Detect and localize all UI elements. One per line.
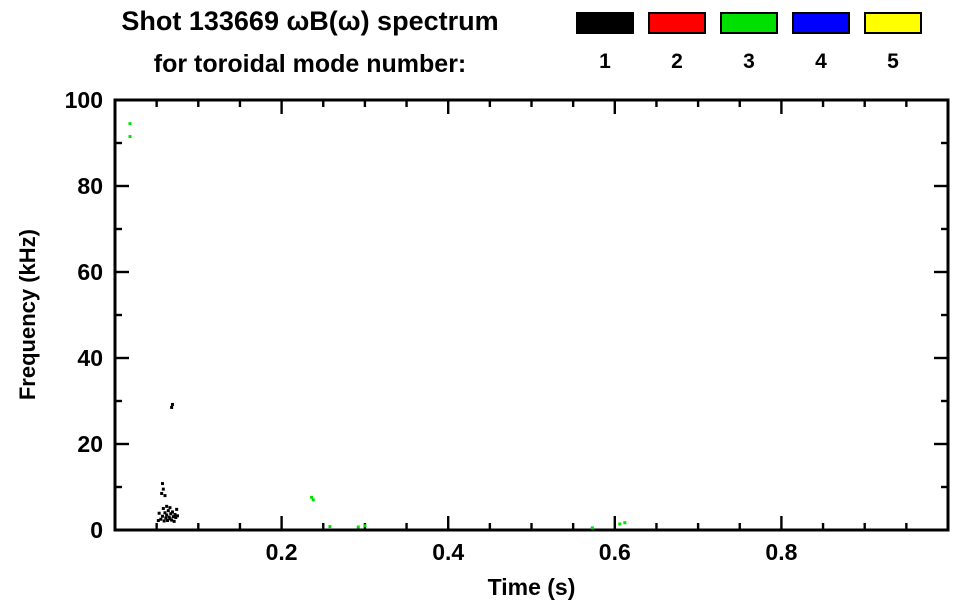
data-point-n1 <box>170 510 174 514</box>
legend-swatch-mode-3 <box>720 12 778 34</box>
data-point-n1 <box>175 507 179 511</box>
y-tick-label: 100 <box>65 87 103 113</box>
plot-frame <box>113 98 950 532</box>
data-point-n1 <box>170 405 174 409</box>
data-point-n1 <box>161 487 165 491</box>
legend-swatch-mode-4 <box>792 12 850 34</box>
y-tick-label: 40 <box>77 345 103 371</box>
legend-item-mode-5: 5 <box>864 12 922 74</box>
data-point-n1 <box>169 512 173 516</box>
data-point-n1 <box>168 517 172 521</box>
data-point-n1 <box>166 509 170 513</box>
data-point-n1 <box>168 506 172 510</box>
legend-swatch-mode-5 <box>864 12 922 34</box>
legend-item-mode-1: 1 <box>576 12 634 74</box>
data-point-n1 <box>173 513 177 517</box>
data-point-n1 <box>174 516 178 520</box>
legend-swatch-mode-1 <box>576 12 634 34</box>
legend-item-mode-2: 2 <box>648 12 706 74</box>
y-tick-label: 0 <box>90 517 103 543</box>
legend-item-mode-4: 4 <box>792 12 850 74</box>
data-point-n3 <box>618 522 622 526</box>
data-point-n1 <box>165 519 169 523</box>
data-point-n1 <box>161 507 165 510</box>
data-point-n1 <box>170 518 174 522</box>
legend-label-mode-2: 2 <box>671 50 683 73</box>
data-point-n1 <box>157 511 161 515</box>
data-point-n1 <box>165 504 169 508</box>
mode-number-legend: 1 2 3 4 5 <box>576 12 922 74</box>
data-point-n3 <box>311 498 315 502</box>
data-point-n3 <box>128 122 132 126</box>
legend-label-mode-1: 1 <box>599 50 611 73</box>
legend-item-mode-3: 3 <box>720 12 778 74</box>
data-point-n1 <box>175 514 179 518</box>
data-point-n1 <box>160 482 164 486</box>
data-point-n1 <box>156 519 160 523</box>
data-point-n3 <box>128 135 132 139</box>
data-point-n1 <box>165 513 169 517</box>
x-tick-label: 0.6 <box>599 539 631 565</box>
data-point-n1 <box>172 519 176 523</box>
data-point-n1 <box>162 519 166 523</box>
x-tick-label: 0.2 <box>266 539 298 565</box>
data-point-n1 <box>163 511 167 515</box>
x-axis-label: Time (s) <box>487 574 576 600</box>
data-point-n3 <box>623 521 627 525</box>
y-tick-label: 60 <box>77 259 103 285</box>
data-point-n1 <box>159 517 163 521</box>
legend-label-mode-5: 5 <box>887 50 899 73</box>
legend-swatch-mode-2 <box>648 12 706 34</box>
data-point-n3 <box>356 525 360 529</box>
data-point-n3 <box>363 524 367 528</box>
data-point-n3 <box>590 526 594 530</box>
y-tick-label: 20 <box>77 431 103 457</box>
y-tick-label: 80 <box>77 173 103 199</box>
legend-label-mode-3: 3 <box>743 50 755 73</box>
data-point-n3 <box>310 495 314 499</box>
data-point-n1 <box>160 514 164 518</box>
data-point-n1 <box>167 515 171 519</box>
x-tick-label: 0.4 <box>432 539 464 565</box>
data-point-n1 <box>160 491 164 495</box>
x-tick-label: 0.8 <box>765 539 797 565</box>
chart-title-block: Shot 133669 ωB(ω) spectrum for toroidal … <box>40 4 580 80</box>
chart-title: Shot 133669 ωB(ω) spectrum <box>121 6 499 36</box>
data-point-n1 <box>164 516 168 520</box>
data-point-n1 <box>171 515 175 519</box>
data-point-n1 <box>170 402 174 406</box>
data-point-n1 <box>163 494 167 498</box>
chart-subtitle: for toroidal mode number: <box>153 50 467 78</box>
legend-label-mode-4: 4 <box>815 50 827 73</box>
data-point-n3 <box>328 525 332 529</box>
